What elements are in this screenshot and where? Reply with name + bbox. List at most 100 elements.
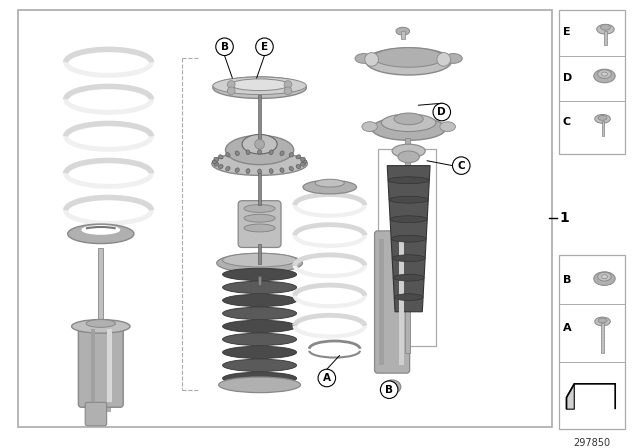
Ellipse shape	[223, 320, 296, 332]
Ellipse shape	[300, 157, 305, 161]
Ellipse shape	[602, 72, 607, 76]
Ellipse shape	[393, 274, 424, 281]
Ellipse shape	[296, 164, 301, 169]
Ellipse shape	[223, 346, 296, 358]
Ellipse shape	[219, 377, 301, 392]
Ellipse shape	[235, 168, 239, 172]
Bar	[600, 323, 604, 353]
Polygon shape	[387, 166, 430, 312]
Ellipse shape	[223, 281, 296, 293]
Ellipse shape	[398, 151, 419, 163]
Ellipse shape	[391, 235, 426, 242]
Bar	[401, 31, 404, 39]
Ellipse shape	[244, 214, 275, 222]
Ellipse shape	[223, 372, 296, 384]
Text: 297850: 297850	[573, 439, 611, 448]
Bar	[258, 95, 261, 148]
Ellipse shape	[389, 196, 428, 203]
Ellipse shape	[81, 225, 120, 235]
Ellipse shape	[86, 319, 115, 327]
Ellipse shape	[230, 79, 289, 90]
Ellipse shape	[600, 24, 611, 30]
Ellipse shape	[258, 169, 262, 174]
Ellipse shape	[280, 168, 284, 172]
Circle shape	[256, 38, 273, 56]
Ellipse shape	[315, 179, 344, 187]
Ellipse shape	[258, 150, 262, 155]
Text: B: B	[563, 275, 571, 284]
Bar	[378, 149, 436, 346]
Ellipse shape	[598, 318, 607, 323]
Ellipse shape	[392, 255, 425, 262]
Bar	[404, 138, 410, 353]
Ellipse shape	[68, 224, 134, 244]
Ellipse shape	[269, 169, 273, 173]
Bar	[258, 244, 261, 264]
Ellipse shape	[396, 27, 410, 35]
Ellipse shape	[598, 272, 611, 281]
Ellipse shape	[212, 152, 307, 175]
Ellipse shape	[223, 253, 296, 267]
Bar	[559, 255, 625, 429]
Ellipse shape	[235, 151, 239, 155]
Ellipse shape	[388, 177, 429, 184]
Text: B: B	[385, 385, 393, 395]
Circle shape	[365, 52, 378, 66]
Ellipse shape	[303, 180, 356, 194]
Ellipse shape	[244, 205, 275, 212]
Circle shape	[216, 38, 234, 56]
Ellipse shape	[595, 115, 611, 123]
Ellipse shape	[602, 275, 607, 279]
Ellipse shape	[225, 135, 294, 165]
Text: D: D	[563, 73, 572, 83]
Text: 1: 1	[559, 211, 570, 225]
Circle shape	[284, 87, 292, 95]
Bar	[380, 239, 384, 365]
Ellipse shape	[366, 48, 452, 75]
Ellipse shape	[218, 155, 223, 159]
Circle shape	[437, 52, 451, 66]
Ellipse shape	[598, 116, 607, 121]
Ellipse shape	[392, 144, 425, 158]
Bar	[91, 334, 111, 412]
Ellipse shape	[244, 224, 275, 232]
Bar	[18, 10, 552, 426]
Ellipse shape	[372, 117, 445, 140]
Ellipse shape	[223, 359, 296, 371]
Ellipse shape	[223, 333, 296, 345]
FancyBboxPatch shape	[238, 201, 281, 247]
Ellipse shape	[445, 54, 462, 63]
Ellipse shape	[390, 216, 428, 223]
Ellipse shape	[212, 160, 217, 164]
Ellipse shape	[300, 162, 305, 166]
Ellipse shape	[596, 24, 614, 34]
Bar	[399, 239, 404, 365]
Ellipse shape	[218, 164, 223, 169]
Bar	[98, 249, 103, 327]
Ellipse shape	[296, 155, 301, 159]
Text: A: A	[323, 373, 331, 383]
Text: E: E	[563, 27, 570, 37]
Ellipse shape	[213, 77, 307, 95]
Ellipse shape	[223, 268, 296, 280]
Text: C: C	[563, 117, 571, 127]
Bar	[604, 31, 607, 45]
Ellipse shape	[280, 151, 284, 155]
Text: E: E	[261, 42, 268, 52]
Ellipse shape	[246, 150, 250, 155]
Ellipse shape	[214, 162, 219, 166]
Circle shape	[227, 81, 235, 88]
Ellipse shape	[355, 54, 372, 63]
FancyBboxPatch shape	[85, 402, 107, 426]
Ellipse shape	[242, 134, 277, 154]
Ellipse shape	[394, 294, 423, 301]
Ellipse shape	[289, 166, 294, 171]
Ellipse shape	[594, 69, 615, 83]
Bar	[559, 10, 625, 154]
Ellipse shape	[374, 48, 444, 67]
Ellipse shape	[289, 153, 294, 157]
Text: B: B	[221, 42, 228, 52]
Circle shape	[452, 157, 470, 174]
Ellipse shape	[383, 380, 401, 394]
Ellipse shape	[269, 150, 273, 155]
